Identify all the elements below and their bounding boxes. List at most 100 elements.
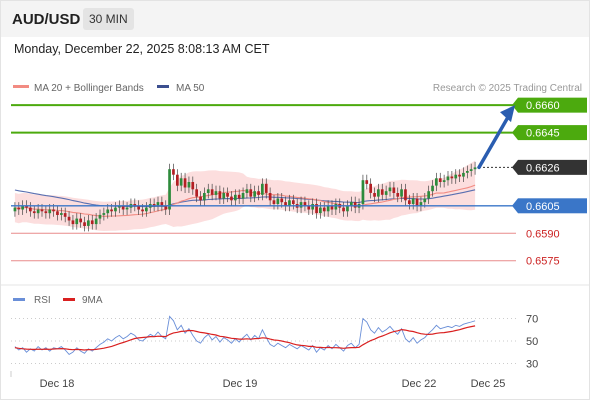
candle-body	[419, 202, 423, 206]
candle-body	[307, 205, 311, 210]
candle-body	[48, 209, 52, 214]
candle-body	[322, 207, 326, 212]
level-label-bg-0.6626	[518, 159, 587, 175]
candle-body	[191, 182, 195, 190]
timeframe-button[interactable]: 30 MIN	[83, 8, 134, 30]
rsi-tick-70: 70	[526, 314, 538, 326]
candle-body	[222, 193, 226, 199]
candle-body	[450, 176, 454, 179]
candle-body	[442, 180, 446, 182]
candle-body	[365, 180, 369, 184]
candle-body	[106, 209, 110, 214]
candle-body	[264, 183, 268, 193]
level-label-0.6660: 0.6660	[526, 100, 560, 112]
candle-body	[408, 200, 411, 204]
candle-body	[330, 205, 334, 210]
candle-body	[431, 185, 434, 192]
candle-body	[423, 198, 427, 203]
candle-body	[71, 220, 75, 225]
level-label-0.6626: 0.6626	[526, 162, 560, 174]
candle-body	[404, 189, 407, 201]
candle-body	[199, 196, 202, 201]
level-label-pointer	[512, 159, 518, 175]
candle-body	[319, 207, 322, 214]
candle-body	[40, 209, 44, 212]
x-tick-label: Dec 22	[402, 378, 437, 390]
candle-body	[334, 204, 338, 210]
candle-body	[311, 204, 314, 210]
rsi-tick-50: 50	[526, 336, 538, 348]
candle-body	[210, 189, 214, 195]
candle-body	[253, 191, 256, 197]
x-tick-label: Dec 25	[471, 378, 506, 390]
level-label-bg-0.6605	[518, 198, 587, 214]
bollinger-band	[14, 160, 476, 231]
candle-body	[114, 207, 117, 212]
level-label-0.6605: 0.6605	[526, 201, 560, 213]
candle-body	[380, 189, 384, 195]
candle-body	[415, 198, 419, 206]
candle-body	[469, 169, 473, 171]
candle-body	[299, 202, 303, 208]
x-tick-label: Dec 19	[223, 378, 258, 390]
candle-body	[52, 209, 55, 212]
price-plot	[13, 160, 477, 232]
research-credit: Research © 2025 Trading Central	[433, 83, 582, 94]
candle-body	[137, 205, 140, 210]
candle-body	[411, 198, 415, 204]
candle-body	[29, 207, 32, 212]
candle-body	[446, 176, 450, 181]
candle-body	[214, 191, 218, 195]
rsi-line	[14, 315, 476, 355]
candle-body	[176, 174, 179, 186]
candle-body	[118, 205, 121, 208]
rsi-ma-line	[14, 325, 476, 351]
x-tick-label: Dec 18	[40, 378, 75, 390]
rsi-plot: 30 50 70	[11, 314, 538, 370]
projection-arrow-shaft	[477, 115, 510, 170]
timestamp: Monday, December 22, 2025 8:08:13 AM CET	[14, 42, 270, 56]
candle-body	[90, 220, 94, 225]
candle-body	[226, 193, 229, 197]
candle-body	[21, 205, 24, 210]
candle-body	[141, 209, 144, 212]
candle-body	[272, 200, 276, 204]
time-axis: Dec 18 Dec 19 Dec 22 Dec 25	[40, 378, 506, 390]
candle-body	[17, 207, 21, 210]
projection-arrow-head	[500, 105, 515, 123]
ma20-legend-label: MA 20 + Bollinger Bands	[34, 83, 144, 94]
ma20-line	[14, 184, 476, 217]
candle-body	[261, 183, 264, 195]
candle-body	[384, 191, 388, 195]
candle-body	[75, 218, 79, 225]
candle-body	[98, 214, 102, 219]
level-label-0.6590: 0.6590	[526, 228, 560, 240]
candle-body	[268, 193, 272, 201]
candle-body	[152, 204, 156, 206]
candle-body	[179, 178, 183, 186]
candle-body	[218, 191, 222, 199]
candle-body	[79, 218, 82, 223]
candle-body	[458, 174, 461, 177]
rsi-ma-legend-swatch	[63, 298, 75, 301]
candle-body	[346, 205, 349, 212]
candle-body	[392, 187, 396, 193]
candle-body	[315, 204, 318, 214]
candle-body	[203, 193, 206, 201]
rsi-legend-swatch	[13, 298, 25, 301]
candle-body	[326, 205, 330, 212]
candle-body	[369, 183, 372, 193]
candle-body	[353, 202, 357, 208]
candle-body	[87, 220, 90, 226]
candle-body	[361, 180, 365, 204]
candle-body	[462, 172, 465, 177]
ma50-legend-label: MA 50	[176, 83, 205, 94]
candle-body	[164, 205, 168, 210]
candle-body	[237, 194, 241, 199]
candle-body	[396, 193, 400, 197]
candle-body	[195, 189, 198, 197]
candle-body	[172, 169, 175, 175]
candle-body	[284, 202, 287, 206]
candle-body	[206, 189, 210, 193]
